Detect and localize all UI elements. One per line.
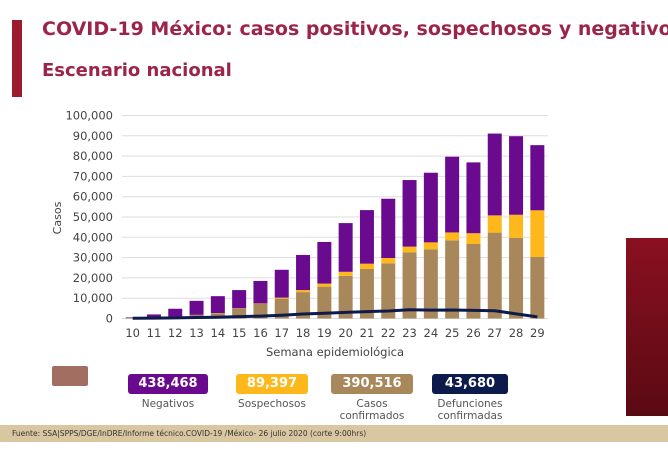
negativos-badge: 438,468 bbox=[128, 374, 208, 394]
bar-casos-confirmados bbox=[445, 240, 460, 319]
y-tick-label: 30,000 bbox=[73, 251, 113, 265]
bar-casos-confirmados bbox=[338, 275, 353, 319]
page-title: COVID-19 México: casos positivos, sospec… bbox=[42, 18, 668, 40]
y-tick-label: 20,000 bbox=[73, 271, 113, 285]
bar-sospechosos bbox=[423, 242, 438, 250]
bar-negativos bbox=[232, 290, 247, 309]
bar-sospechosos bbox=[487, 215, 502, 233]
x-tick-label: 15 bbox=[232, 326, 247, 340]
x-tick-label: 28 bbox=[509, 326, 524, 340]
bar-casos-confirmados bbox=[381, 263, 396, 319]
x-tick-label: 14 bbox=[211, 326, 226, 340]
x-tick-label: 17 bbox=[274, 326, 289, 340]
bar-negativos bbox=[317, 241, 332, 284]
source-footer: Fuente: SSA|SPPS/DGE/InDRE/Informe técni… bbox=[0, 425, 668, 442]
x-tick-label: 12 bbox=[168, 326, 183, 340]
negativos-label: Negativos bbox=[141, 398, 195, 410]
bar-casos-confirmados bbox=[359, 268, 374, 319]
bar-casos-confirmados bbox=[274, 298, 289, 319]
x-tick-label: 21 bbox=[360, 326, 375, 340]
bar-negativos bbox=[210, 296, 225, 314]
bar-sospechosos bbox=[359, 263, 374, 269]
x-tick-label: 13 bbox=[189, 326, 204, 340]
y-tick-label: 50,000 bbox=[73, 210, 113, 224]
defunciones-label: Defunciones confirmadas bbox=[437, 398, 503, 422]
bar-casos-confirmados bbox=[296, 292, 311, 319]
y-tick-label: 90,000 bbox=[73, 129, 113, 143]
bar-negativos bbox=[296, 254, 311, 291]
confirmados-label: Casos confirmados bbox=[339, 398, 405, 422]
bar-negativos bbox=[487, 133, 502, 216]
bar-negativos bbox=[359, 210, 374, 264]
bar-sospechosos bbox=[445, 232, 460, 241]
bar-sospechosos bbox=[381, 258, 396, 264]
bar-sospechosos bbox=[509, 214, 524, 238]
bar-sospechosos bbox=[530, 210, 545, 257]
bar-negativos bbox=[253, 280, 268, 304]
bar-casos-confirmados bbox=[487, 232, 502, 319]
x-tick-label: 26 bbox=[466, 326, 481, 340]
side-panel bbox=[626, 238, 668, 416]
y-tick-label: 70,000 bbox=[73, 169, 113, 183]
bar-negativos bbox=[189, 300, 204, 315]
bar-negativos bbox=[423, 172, 438, 243]
bar-negativos bbox=[530, 145, 545, 211]
x-tick-label: 20 bbox=[338, 326, 353, 340]
x-axis-title: Semana epidemiológica bbox=[266, 345, 404, 359]
bar-sospechosos bbox=[274, 297, 289, 299]
y-tick-label: 10,000 bbox=[73, 291, 113, 305]
bar-sospechosos bbox=[296, 290, 311, 293]
y-axis-title: Casos bbox=[51, 201, 64, 234]
bar-negativos bbox=[274, 269, 289, 298]
bar-negativos bbox=[466, 162, 481, 234]
sospechosos-badge: 89,397 bbox=[236, 374, 308, 394]
bar-sospechosos bbox=[338, 271, 353, 276]
bar-casos-confirmados bbox=[466, 243, 481, 319]
bar-negativos bbox=[146, 314, 161, 318]
bar-negativos bbox=[445, 156, 460, 233]
bar-negativos bbox=[509, 136, 524, 215]
bar-negativos bbox=[168, 308, 183, 317]
y-tick-label: 80,000 bbox=[73, 149, 113, 163]
bar-sospechosos bbox=[317, 283, 332, 287]
x-tick-label: 19 bbox=[317, 326, 332, 340]
y-tick-label: 0 bbox=[106, 312, 113, 326]
x-tick-label: 29 bbox=[530, 326, 545, 340]
bar-casos-confirmados bbox=[232, 308, 247, 319]
x-tick-label: 24 bbox=[424, 326, 439, 340]
sospechosos-label: Sospechosos bbox=[238, 398, 306, 410]
deaths-line bbox=[132, 308, 538, 320]
bar-casos-confirmados bbox=[317, 286, 332, 319]
bar-sospechosos bbox=[402, 246, 417, 253]
accent-bar bbox=[12, 20, 22, 97]
bar-casos-confirmados bbox=[509, 237, 524, 319]
bar-negativos bbox=[338, 223, 353, 272]
y-tick-label: 60,000 bbox=[73, 190, 113, 204]
y-tick-label: 40,000 bbox=[73, 230, 113, 244]
defunciones-badge: 43,680 bbox=[432, 374, 508, 394]
x-tick-label: 23 bbox=[402, 326, 417, 340]
x-tick-label: 25 bbox=[445, 326, 460, 340]
bar-negativos bbox=[381, 198, 396, 259]
government-logo bbox=[52, 366, 88, 386]
bar-negativos bbox=[402, 180, 417, 247]
x-tick-label: 11 bbox=[147, 326, 162, 340]
confirmados-badge: 390,516 bbox=[331, 374, 413, 394]
x-tick-label: 18 bbox=[296, 326, 311, 340]
bar-casos-confirmados bbox=[530, 256, 545, 319]
x-tick-label: 27 bbox=[487, 326, 502, 340]
bar-casos-confirmados bbox=[402, 252, 417, 319]
x-tick-label: 22 bbox=[381, 326, 396, 340]
x-tick-label: 16 bbox=[253, 326, 268, 340]
page-subtitle: Escenario nacional bbox=[42, 60, 232, 81]
bar-sospechosos bbox=[466, 233, 481, 244]
x-tick-label: 10 bbox=[125, 326, 140, 340]
y-tick-label: 100,000 bbox=[65, 109, 113, 123]
bar-casos-confirmados bbox=[423, 249, 438, 319]
